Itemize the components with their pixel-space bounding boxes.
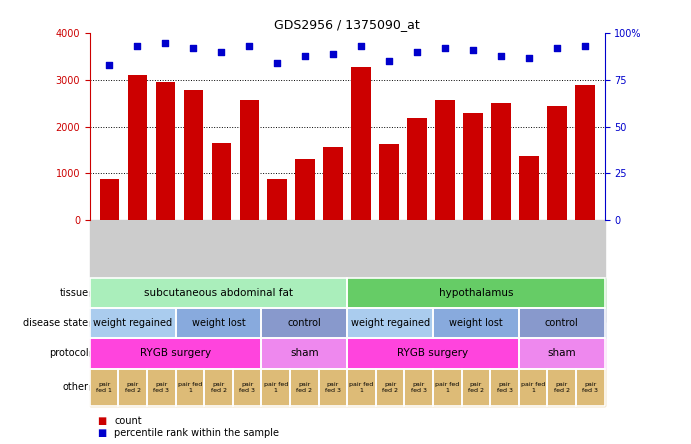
Point (551, 45, 562, 52)
Text: control: control (545, 318, 578, 328)
Text: ■: ■ (97, 428, 106, 438)
Text: pair
fed 2: pair fed 2 (382, 382, 398, 393)
Point (272, 59, 283, 67)
Bar (155, 82, 175, 220)
Point (524, 54, 535, 61)
Text: pair
fed 2: pair fed 2 (125, 382, 141, 393)
Point (216, 48, 227, 56)
Point (132, 43, 143, 50)
Text: pair
fed 1: pair fed 1 (96, 382, 112, 393)
Point (188, 45, 199, 52)
Text: pair fed
1: pair fed 1 (435, 382, 460, 393)
Point (384, 58, 395, 65)
Text: count: count (114, 416, 142, 426)
Text: pair
fed 3: pair fed 3 (583, 382, 598, 393)
Bar (100, 179, 120, 220)
Text: pair fed
1: pair fed 1 (521, 382, 545, 393)
Point (439, 45, 451, 52)
Text: pair
fed 3: pair fed 3 (325, 382, 341, 393)
Text: weight regained: weight regained (350, 318, 430, 328)
Bar (323, 147, 343, 220)
Point (412, 48, 423, 56)
Text: ▶: ▶ (89, 383, 95, 392)
Point (328, 50, 339, 57)
Text: pair fed
1: pair fed 1 (263, 382, 288, 393)
Point (104, 61, 115, 68)
Bar (90, 220, 605, 322)
Text: pair fed
1: pair fed 1 (178, 382, 202, 393)
Text: weight regained: weight regained (93, 318, 172, 328)
Text: ▶: ▶ (89, 349, 95, 358)
Point (300, 52, 311, 59)
Text: tissue: tissue (59, 288, 88, 298)
Text: RYGB surgery: RYGB surgery (397, 349, 468, 358)
Text: sham: sham (547, 349, 576, 358)
Text: subcutaneous abdominal fat: subcutaneous abdominal fat (144, 288, 293, 298)
Point (468, 47, 479, 54)
Bar (240, 100, 259, 220)
Text: sham: sham (290, 349, 319, 358)
Point (160, 39, 171, 46)
Point (580, 43, 591, 50)
Bar (491, 103, 511, 220)
Text: disease state: disease state (23, 318, 88, 328)
Bar (547, 106, 567, 220)
Point (495, 52, 507, 59)
Text: pair
fed 2: pair fed 2 (553, 382, 569, 393)
Text: other: other (62, 382, 88, 392)
Bar (296, 159, 315, 220)
Text: weight lost: weight lost (449, 318, 503, 328)
Bar (464, 113, 483, 220)
Bar (184, 90, 203, 220)
Title: GDS2956 / 1375090_at: GDS2956 / 1375090_at (274, 18, 420, 31)
Text: pair
fed 2: pair fed 2 (468, 382, 484, 393)
Bar (352, 67, 371, 220)
Bar (267, 179, 287, 220)
Bar (435, 100, 455, 220)
Text: protocol: protocol (49, 349, 88, 358)
Text: pair fed
1: pair fed 1 (350, 382, 374, 393)
Bar (128, 75, 147, 220)
Point (356, 43, 367, 50)
Bar (379, 144, 399, 220)
Text: pair
fed 3: pair fed 3 (410, 382, 427, 393)
Text: pair
fed 3: pair fed 3 (497, 382, 513, 393)
Text: ■: ■ (97, 416, 106, 426)
Bar (520, 156, 539, 220)
Point (244, 43, 255, 50)
Text: pair
fed 2: pair fed 2 (211, 382, 227, 393)
Text: percentile rank within the sample: percentile rank within the sample (114, 428, 279, 438)
Bar (408, 118, 427, 220)
Text: control: control (287, 318, 321, 328)
Text: ▶: ▶ (89, 319, 95, 328)
Text: hypothalamus: hypothalamus (439, 288, 513, 298)
Text: weight lost: weight lost (191, 318, 245, 328)
Text: RYGB surgery: RYGB surgery (140, 349, 211, 358)
Text: pair
fed 3: pair fed 3 (153, 382, 169, 393)
Text: ▶: ▶ (89, 289, 95, 297)
Bar (575, 84, 595, 220)
Text: pair
fed 2: pair fed 2 (296, 382, 312, 393)
Text: pair
fed 3: pair fed 3 (239, 382, 255, 393)
Bar (211, 143, 231, 220)
